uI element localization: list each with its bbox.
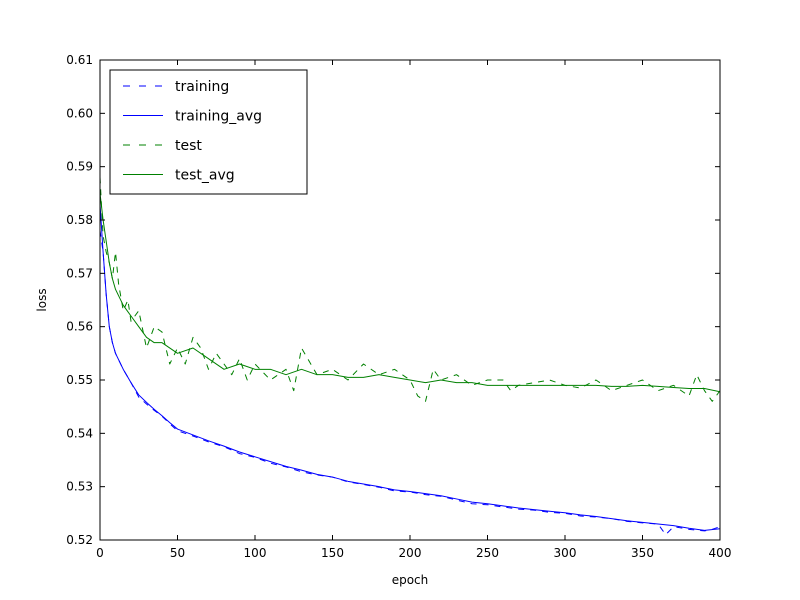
x-tick-label: 350 (631, 546, 654, 560)
y-tick-label: 0.57 (66, 266, 93, 280)
x-tick-label: 400 (709, 546, 732, 560)
series-line-training-avg (100, 203, 720, 531)
x-tick-label: 150 (321, 546, 344, 560)
y-tick-label: 0.53 (66, 480, 93, 494)
y-tick-label: 0.54 (66, 426, 93, 440)
y-tick-label: 0.56 (66, 320, 93, 334)
series-line-test-avg (100, 193, 720, 393)
y-axis-ticks: 0.52 0.53 0.54 0.55 0.56 0.57 0.58 0.59 0.60 0.61 (66, 53, 720, 547)
y-tick-label: 0.52 (66, 533, 93, 547)
y-tick-label: 0.59 (66, 160, 93, 174)
y-tick-label: 0.55 (66, 373, 93, 387)
x-tick-label: 0 (96, 546, 104, 560)
legend-box (109, 69, 308, 195)
series-line-test (100, 177, 720, 402)
legend-label: training (175, 79, 229, 95)
x-tick-label: 300 (554, 546, 577, 560)
x-tick-label: 200 (399, 546, 422, 560)
x-tick-label: 100 (244, 546, 267, 560)
y-axis-label: loss (35, 288, 49, 311)
legend-label: training_avg (175, 109, 262, 125)
x-axis-label: epoch (392, 573, 429, 587)
legend-label: test (175, 138, 202, 154)
x-axis-ticks: 0 50 100 150 200 250 300 350 400 (96, 60, 731, 560)
x-tick-label: 250 (476, 546, 499, 560)
x-tick-label: 50 (170, 546, 185, 560)
y-tick-label: 0.58 (66, 213, 93, 227)
y-tick-label: 0.61 (66, 53, 93, 67)
y-tick-label: 0.60 (66, 106, 93, 120)
plot-content (100, 177, 720, 536)
legend-label: test_avg (175, 168, 235, 184)
